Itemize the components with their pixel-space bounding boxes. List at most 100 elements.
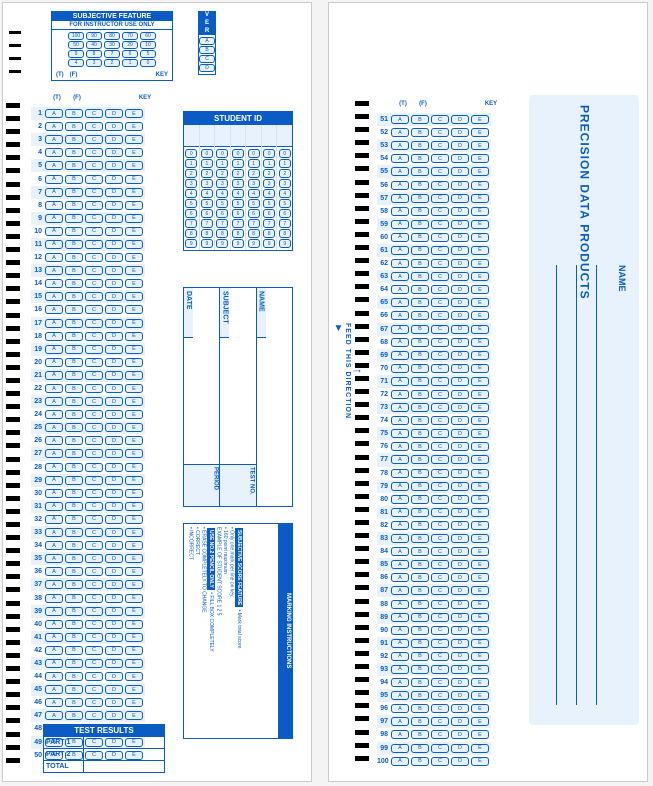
answer-bubble[interactable]: E xyxy=(471,678,489,687)
answer-bubble[interactable]: A xyxy=(391,128,409,137)
answer-bubble[interactable]: B xyxy=(65,489,83,498)
answer-bubble[interactable]: A xyxy=(391,246,409,255)
answer-bubble[interactable]: C xyxy=(85,214,103,223)
answer-bubble[interactable]: A xyxy=(391,757,409,766)
answer-bubble[interactable]: C xyxy=(431,220,449,229)
answer-bubble[interactable]: D xyxy=(105,384,123,393)
answer-bubble[interactable]: C xyxy=(85,698,103,707)
answer-bubble[interactable]: C xyxy=(85,175,103,184)
answer-bubble[interactable]: E xyxy=(471,351,489,360)
student-id-bubble[interactable]: 7 xyxy=(248,219,260,228)
answer-bubble[interactable]: D xyxy=(105,711,123,720)
answer-bubble[interactable]: C xyxy=(431,442,449,451)
answer-bubble[interactable]: C xyxy=(85,528,103,537)
answer-bubble[interactable]: E xyxy=(125,319,143,328)
answer-bubble[interactable]: C xyxy=(85,358,103,367)
answer-bubble[interactable]: A xyxy=(45,410,63,419)
answer-bubble[interactable]: D xyxy=(451,351,469,360)
student-id-bubble[interactable]: 4 xyxy=(279,189,291,198)
answer-bubble[interactable]: E xyxy=(471,167,489,176)
answer-bubble[interactable]: D xyxy=(105,292,123,301)
student-id-bubble[interactable]: 2 xyxy=(216,169,228,178)
answer-bubble[interactable]: E xyxy=(125,594,143,603)
subjective-bubble[interactable]: 60 xyxy=(140,32,156,40)
answer-bubble[interactable]: E xyxy=(471,154,489,163)
answer-bubble[interactable]: E xyxy=(125,449,143,458)
answer-bubble[interactable]: E xyxy=(471,194,489,203)
student-id-bubble[interactable]: 1 xyxy=(248,159,260,168)
answer-bubble[interactable]: C xyxy=(431,704,449,713)
answer-bubble[interactable]: A xyxy=(391,325,409,334)
answer-bubble[interactable]: C xyxy=(431,508,449,517)
answer-bubble[interactable]: B xyxy=(65,371,83,380)
student-id-bubble[interactable]: 8 xyxy=(201,229,213,238)
answer-bubble[interactable]: E xyxy=(125,476,143,485)
answer-bubble[interactable]: E xyxy=(125,541,143,550)
answer-bubble[interactable]: B xyxy=(411,626,429,635)
answer-bubble[interactable]: D xyxy=(451,455,469,464)
answer-bubble[interactable]: D xyxy=(451,652,469,661)
answer-bubble[interactable]: B xyxy=(411,272,429,281)
answer-bubble[interactable]: A xyxy=(391,704,409,713)
answer-bubble[interactable]: C xyxy=(85,423,103,432)
answer-bubble[interactable]: A xyxy=(45,397,63,406)
answer-bubble[interactable]: C xyxy=(85,148,103,157)
answer-bubble[interactable]: A xyxy=(391,665,409,674)
answer-bubble[interactable]: B xyxy=(65,161,83,170)
answer-bubble[interactable]: D xyxy=(451,181,469,190)
answer-bubble[interactable]: B xyxy=(411,154,429,163)
answer-bubble[interactable]: D xyxy=(105,554,123,563)
answer-bubble[interactable]: A xyxy=(45,175,63,184)
answer-bubble[interactable]: D xyxy=(105,240,123,249)
answer-bubble[interactable]: D xyxy=(105,161,123,170)
answer-bubble[interactable]: A xyxy=(391,167,409,176)
student-id-bubble[interactable]: 7 xyxy=(216,219,228,228)
student-id-bubble[interactable]: 1 xyxy=(279,159,291,168)
answer-bubble[interactable]: E xyxy=(125,659,143,668)
answer-bubble[interactable]: C xyxy=(85,384,103,393)
answer-bubble[interactable]: A xyxy=(45,384,63,393)
answer-bubble[interactable]: C xyxy=(431,403,449,412)
answer-bubble[interactable]: C xyxy=(431,285,449,294)
answer-bubble[interactable]: E xyxy=(125,580,143,589)
answer-bubble[interactable]: C xyxy=(85,240,103,249)
answer-bubble[interactable]: A xyxy=(391,442,409,451)
student-id-bubble[interactable]: 0 xyxy=(248,149,260,158)
student-id-bubble[interactable]: 1 xyxy=(201,159,213,168)
answer-bubble[interactable]: B xyxy=(65,646,83,655)
answer-bubble[interactable]: E xyxy=(471,573,489,582)
answer-bubble[interactable]: B xyxy=(65,620,83,629)
answer-bubble[interactable]: D xyxy=(105,436,123,445)
answer-bubble[interactable]: D xyxy=(451,757,469,766)
subjective-bubble[interactable]: 30 xyxy=(104,41,120,49)
student-id-bubble[interactable]: 0 xyxy=(201,149,213,158)
answer-bubble[interactable]: B xyxy=(411,639,429,648)
answer-bubble[interactable]: E xyxy=(125,305,143,314)
answer-bubble[interactable]: A xyxy=(45,685,63,694)
answer-bubble[interactable]: C xyxy=(431,259,449,268)
answer-bubble[interactable]: C xyxy=(431,325,449,334)
answer-bubble[interactable]: C xyxy=(431,573,449,582)
answer-bubble[interactable]: E xyxy=(125,371,143,380)
answer-bubble[interactable]: C xyxy=(431,547,449,556)
answer-bubble[interactable]: C xyxy=(85,554,103,563)
answer-bubble[interactable]: C xyxy=(431,141,449,150)
answer-bubble[interactable]: D xyxy=(105,646,123,655)
answer-bubble[interactable]: B xyxy=(411,613,429,622)
answer-bubble[interactable]: B xyxy=(411,600,429,609)
answer-bubble[interactable]: C xyxy=(431,482,449,491)
answer-bubble[interactable]: B xyxy=(65,449,83,458)
answer-bubble[interactable]: B xyxy=(411,416,429,425)
answer-bubble[interactable]: D xyxy=(451,338,469,347)
student-id-bubble[interactable]: 9 xyxy=(185,239,197,248)
answer-bubble[interactable]: D xyxy=(105,594,123,603)
student-id-bubble[interactable]: 0 xyxy=(185,149,197,158)
answer-bubble[interactable]: E xyxy=(471,613,489,622)
answer-bubble[interactable]: E xyxy=(471,207,489,216)
answer-bubble[interactable]: D xyxy=(451,377,469,386)
answer-bubble[interactable]: D xyxy=(451,560,469,569)
answer-bubble[interactable]: A xyxy=(45,554,63,563)
answer-bubble[interactable]: A xyxy=(391,311,409,320)
answer-bubble[interactable]: D xyxy=(451,429,469,438)
answer-bubble[interactable]: B xyxy=(65,659,83,668)
